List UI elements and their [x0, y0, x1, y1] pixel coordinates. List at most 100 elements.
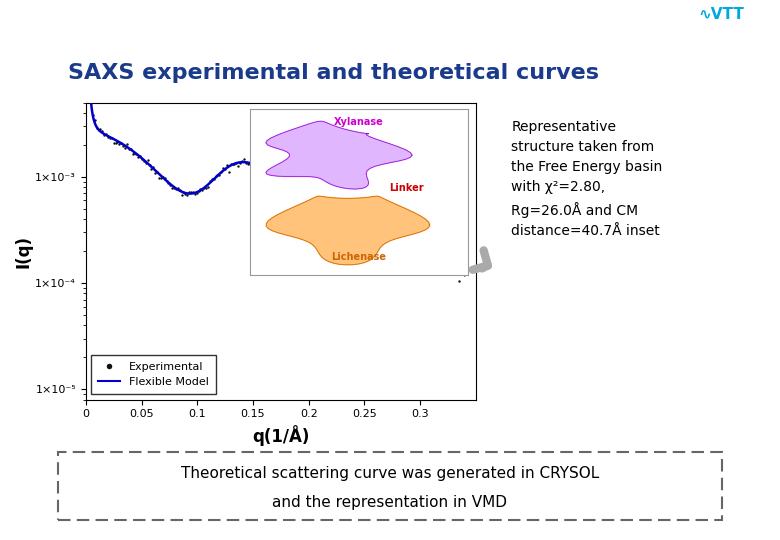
Point	[94, 124, 107, 133]
Point	[415, 242, 427, 251]
Point	[398, 245, 410, 254]
Point	[394, 247, 406, 256]
Point	[434, 252, 446, 261]
Point	[342, 222, 354, 231]
Point	[126, 149, 139, 158]
Legend: Experimental, Flexible Model: Experimental, Flexible Model	[91, 355, 216, 394]
Point	[296, 178, 309, 186]
Point	[181, 190, 193, 199]
Point	[420, 253, 433, 262]
Point	[378, 244, 390, 252]
Point	[438, 251, 450, 260]
Point	[109, 139, 122, 147]
Point	[311, 189, 324, 198]
Point	[262, 173, 275, 181]
Point	[323, 198, 335, 207]
Point	[417, 247, 429, 255]
Point	[254, 161, 267, 170]
Point	[383, 249, 395, 258]
Point	[346, 227, 358, 236]
Point	[321, 194, 333, 203]
Point	[432, 252, 445, 261]
Point	[459, 265, 471, 273]
Point	[371, 242, 384, 251]
Point	[104, 133, 116, 142]
Point	[404, 246, 417, 254]
Point	[83, 69, 95, 77]
Point	[315, 185, 328, 194]
Point	[310, 191, 322, 199]
Text: 29: 29	[667, 20, 681, 30]
Point	[375, 248, 388, 257]
Point	[391, 242, 403, 251]
Point	[100, 130, 112, 138]
Point	[271, 177, 284, 185]
Point	[162, 178, 175, 187]
Point	[455, 261, 467, 269]
Point	[427, 265, 439, 273]
Point	[264, 166, 277, 174]
Point	[141, 156, 154, 164]
Point	[388, 245, 401, 254]
Point	[449, 258, 462, 266]
Point	[406, 243, 418, 252]
Text: VTT BRASIL LTDA: VTT BRASIL LTDA	[12, 20, 106, 30]
Point	[290, 180, 303, 189]
Point	[451, 268, 463, 276]
Point	[419, 238, 431, 246]
Point	[128, 149, 140, 158]
Point	[189, 190, 201, 199]
Point	[113, 140, 126, 149]
Point	[242, 160, 254, 168]
Point	[392, 241, 405, 250]
Point	[407, 239, 420, 247]
Point	[85, 98, 98, 107]
Point	[149, 168, 161, 177]
Point	[319, 206, 332, 215]
Y-axis label: I(q): I(q)	[14, 234, 33, 268]
Point	[328, 208, 341, 217]
Point	[436, 246, 448, 254]
Point	[157, 173, 169, 181]
Point	[173, 186, 186, 194]
Text: SAXS experimental and theoretical curves: SAXS experimental and theoretical curves	[69, 63, 599, 83]
Point	[447, 253, 459, 262]
Point	[151, 167, 163, 176]
Point	[313, 199, 325, 207]
Point	[234, 158, 246, 167]
Point	[158, 173, 171, 182]
Point	[410, 241, 422, 250]
Point	[117, 142, 129, 151]
Point	[347, 231, 360, 239]
Point	[292, 174, 305, 183]
Point	[303, 188, 316, 197]
Point	[424, 253, 437, 262]
Point	[277, 170, 289, 179]
Point	[402, 250, 414, 259]
Point	[239, 159, 252, 167]
Point	[226, 160, 239, 168]
Point	[275, 169, 288, 178]
Point	[366, 238, 378, 246]
Point	[268, 167, 280, 176]
Point	[261, 170, 273, 179]
Point	[364, 240, 377, 248]
Point	[324, 201, 337, 210]
Point	[249, 161, 261, 170]
Point	[166, 184, 179, 193]
Point	[279, 174, 292, 183]
Point	[266, 169, 278, 178]
Point	[90, 123, 103, 132]
Point	[108, 138, 120, 147]
Point	[130, 149, 143, 158]
Point	[298, 177, 310, 185]
Point	[430, 257, 442, 266]
Point	[400, 245, 413, 253]
Point	[230, 159, 243, 167]
Point	[105, 133, 118, 142]
Text: 29/09/2020: 29/09/2020	[601, 20, 657, 30]
Point	[379, 245, 392, 254]
Point	[89, 116, 101, 125]
Point	[356, 232, 369, 241]
Point	[121, 140, 133, 149]
